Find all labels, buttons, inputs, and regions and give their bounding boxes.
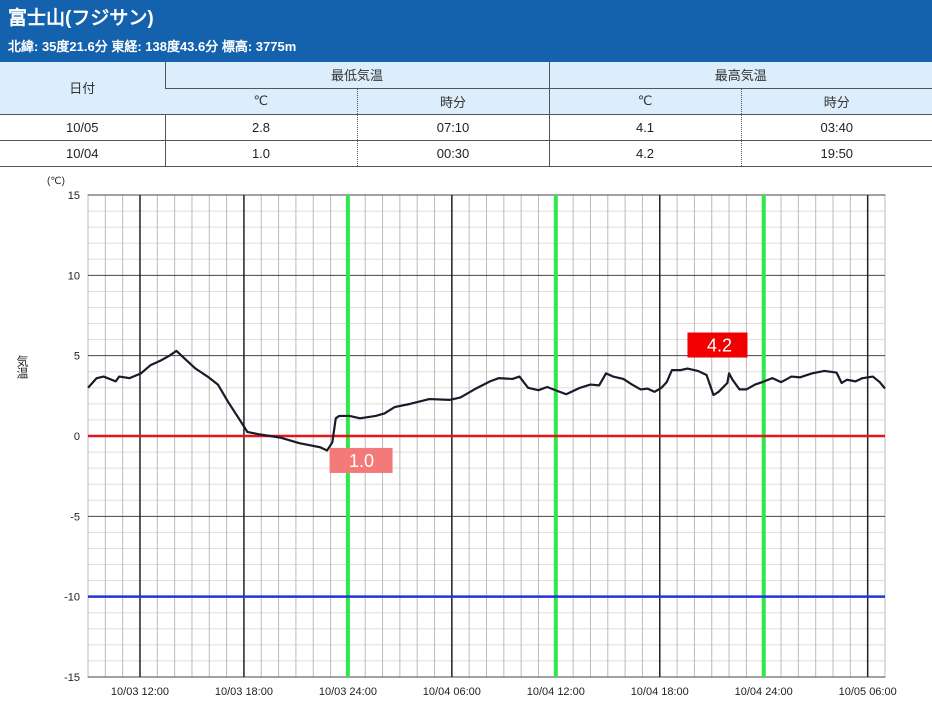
y-unit-label: (℃)	[47, 176, 65, 187]
x-tick-label: 10/03 12:00	[111, 686, 169, 698]
min-time-header: 時分	[356, 88, 550, 115]
temperature-chart: (℃) 気温 15 10 5 0 -5 -10 -15 10/03 12:00 10/03 18…	[15, 176, 897, 698]
y-tick-label: 0	[74, 431, 80, 443]
table-row: 10/04 1.0 00:30 4.2 19:50	[0, 140, 932, 167]
min-time-cell: 07:10	[356, 114, 550, 141]
table-row: 10/05 2.8 07:10 4.1 03:40	[0, 114, 932, 141]
x-tick-label: 10/04 24:00	[735, 686, 793, 698]
max-time-cell: 19:50	[740, 140, 932, 167]
date-cell: 10/04	[0, 140, 165, 167]
y-tick-label: -10	[64, 592, 80, 604]
min-celsius-header: ℃	[165, 88, 357, 115]
min-temp-label-box	[329, 447, 393, 473]
station-coordinates: 北緯: 35度21.6分 東経: 138度43.6分 標高: 3775m	[8, 39, 297, 54]
max-temp-cell: 4.2	[548, 140, 742, 167]
date-header: 日付	[0, 62, 165, 115]
x-tick-label: 10/03 18:00	[215, 686, 273, 698]
max-time-cell: 03:40	[740, 114, 932, 141]
max-celsius-header: ℃	[548, 88, 742, 115]
y-tick-label: -5	[70, 511, 80, 523]
date-cell: 10/05	[0, 114, 165, 141]
y-tick-label: 5	[74, 351, 80, 363]
x-tick-label: 10/03 24:00	[319, 686, 377, 698]
temperature-summary-table: 日付 最低気温 最高気温 ℃ 時分 ℃ 時分 10/05 2.8 07:10 4…	[0, 62, 932, 167]
max-temp-label-box	[687, 332, 748, 358]
max-time-header: 時分	[740, 88, 932, 115]
min-time-cell: 00:30	[356, 140, 550, 167]
min-temp-header: 最低気温	[164, 62, 550, 89]
y-tick-label: -15	[64, 672, 80, 684]
y-axis-label: 気温	[15, 354, 29, 379]
x-tick-label: 10/05 06:00	[839, 686, 897, 698]
max-temp-header: 最高気温	[548, 62, 932, 89]
min-temp-cell: 2.8	[164, 114, 357, 141]
max-temp-label: 4.2	[707, 336, 732, 356]
y-tick-label: 15	[68, 190, 80, 202]
min-temp-label: 1.0	[349, 451, 374, 471]
temperature-series-line	[87, 349, 886, 452]
station-title: 富士山(フジサン)	[8, 8, 154, 29]
min-temp-cell: 1.0	[164, 140, 357, 167]
max-temp-cell: 4.1	[548, 114, 742, 141]
y-tick-label: 10	[68, 270, 80, 282]
x-tick-label: 10/04 12:00	[527, 686, 585, 698]
x-tick-label: 10/04 18:00	[631, 686, 689, 698]
station-header: 富士山(フジサン) 北緯: 35度21.6分 東経: 138度43.6分 標高:…	[0, 0, 932, 62]
x-tick-label: 10/04 06:00	[423, 686, 481, 698]
